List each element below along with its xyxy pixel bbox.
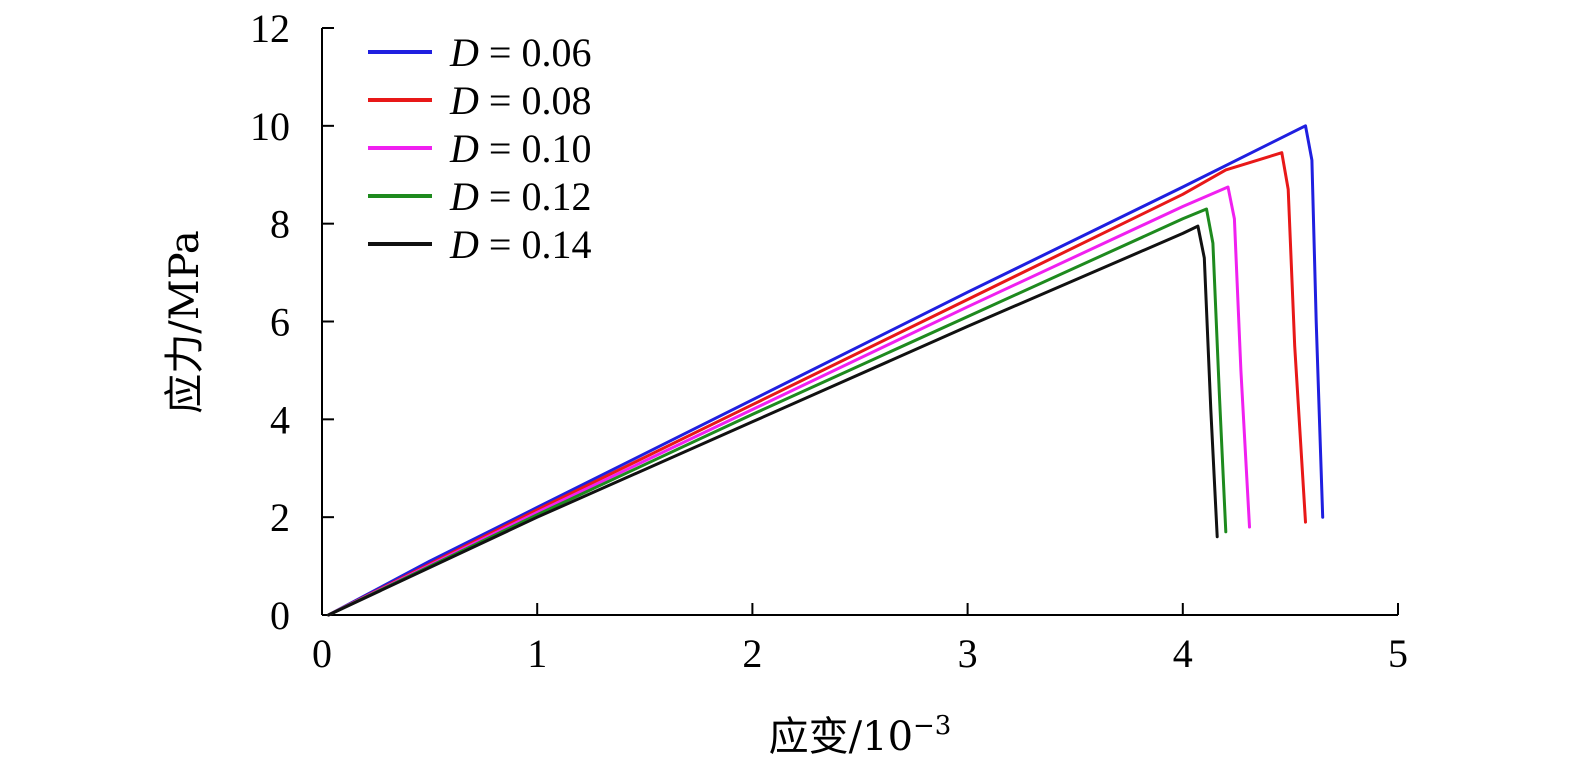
x-tick-label: 4 bbox=[1173, 631, 1193, 676]
legend-value: = 0.10 bbox=[489, 126, 592, 171]
x-axis-title-base: 应变/10 bbox=[769, 714, 913, 760]
series-line-2 bbox=[327, 185, 1251, 617]
legend-value: = 0.06 bbox=[489, 30, 592, 75]
legend-value: = 0.14 bbox=[489, 222, 592, 267]
x-tick-label: 2 bbox=[742, 631, 762, 676]
y-tick-label: 2 bbox=[270, 495, 290, 540]
x-axis-title: 应变/10−3 bbox=[769, 711, 952, 760]
x-axis-title-exponent: −3 bbox=[913, 711, 951, 741]
y-tick-label: 0 bbox=[270, 593, 290, 638]
y-tick-label: 12 bbox=[250, 6, 290, 51]
legend-variable: D bbox=[449, 126, 479, 171]
legend-label-2: D = 0.10 bbox=[449, 126, 591, 171]
y-axis-title: 应力/MPa bbox=[162, 230, 208, 413]
series-line-1 bbox=[327, 151, 1307, 617]
legend-variable: D bbox=[449, 222, 479, 267]
legend-label-0: D = 0.06 bbox=[449, 30, 591, 75]
x-tick-label: 1 bbox=[527, 631, 547, 676]
legend-label-1: D = 0.08 bbox=[449, 78, 591, 123]
axes bbox=[321, 28, 1398, 616]
legend-variable: D bbox=[449, 30, 479, 75]
y-tick-label: 10 bbox=[250, 104, 290, 149]
x-ticks: 0 1 2 3 4 5 bbox=[312, 603, 1408, 676]
legend-label-3: D = 0.12 bbox=[449, 174, 591, 219]
legend-value: = 0.12 bbox=[489, 174, 592, 219]
series-group bbox=[327, 124, 1325, 617]
x-tick-label: 0 bbox=[312, 631, 332, 676]
series-line-4 bbox=[327, 224, 1219, 617]
series-line-3 bbox=[327, 207, 1228, 617]
legend-variable: D bbox=[449, 174, 479, 219]
x-tick-label: 3 bbox=[958, 631, 978, 676]
x-tick-label: 5 bbox=[1388, 631, 1408, 676]
legend-value: = 0.08 bbox=[489, 78, 592, 123]
y-tick-label: 8 bbox=[270, 202, 290, 247]
legend-label-4: D = 0.14 bbox=[449, 222, 591, 267]
y-tick-label: 4 bbox=[270, 397, 290, 442]
series-line-0 bbox=[327, 124, 1325, 617]
legend: D = 0.06D = 0.08D = 0.10D = 0.12D = 0.14 bbox=[368, 30, 591, 267]
legend-variable: D bbox=[449, 78, 479, 123]
y-tick-label: 6 bbox=[270, 300, 290, 345]
y-ticks: 0 2 4 6 8 10 12 bbox=[250, 6, 334, 638]
